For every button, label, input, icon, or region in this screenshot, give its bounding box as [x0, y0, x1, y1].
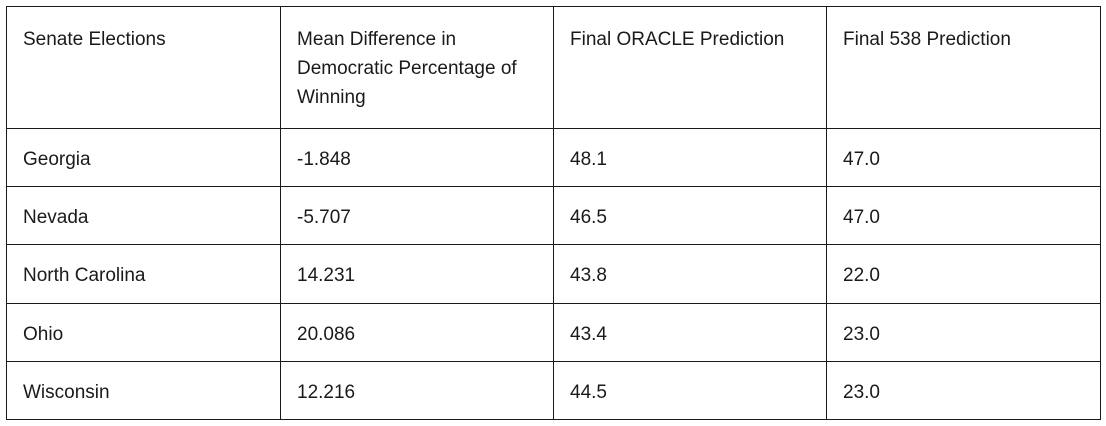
table-row: Georgia -1.848 48.1 47.0 — [6, 127, 1101, 188]
cell-oracle-prediction: 46.5 — [553, 186, 827, 246]
cell-state: Wisconsin — [6, 360, 281, 421]
cell-538-prediction: 47.0 — [826, 127, 1101, 188]
cell-state: Georgia — [6, 127, 281, 188]
cell-oracle-prediction: 43.8 — [553, 244, 827, 304]
cell-mean-difference: 20.086 — [280, 302, 554, 362]
table-row: Nevada -5.707 46.5 47.0 — [6, 186, 1101, 246]
table-body: Georgia -1.848 48.1 47.0 Nevada -5.707 4… — [6, 127, 1101, 421]
cell-oracle-prediction: 48.1 — [553, 127, 827, 188]
cell-mean-difference: 12.216 — [280, 360, 554, 421]
cell-538-prediction: 23.0 — [826, 302, 1101, 362]
cell-state: Nevada — [6, 186, 281, 246]
table-header: Senate Elections Mean Difference in Demo… — [6, 6, 1101, 129]
cell-state: Ohio — [6, 302, 281, 362]
senate-predictions-table: Senate Elections Mean Difference in Demo… — [6, 6, 1101, 421]
cell-538-prediction: 23.0 — [826, 360, 1101, 421]
header-row: Senate Elections Mean Difference in Demo… — [6, 6, 1101, 129]
cell-oracle-prediction: 43.4 — [553, 302, 827, 362]
header-538-prediction: Final 538 Prediction — [826, 6, 1101, 129]
header-mean-difference: Mean Difference in Democratic Percentage… — [280, 6, 554, 129]
cell-538-prediction: 47.0 — [826, 186, 1101, 246]
header-oracle-prediction: Final ORACLE Prediction — [553, 6, 827, 129]
cell-mean-difference: -5.707 — [280, 186, 554, 246]
cell-538-prediction: 22.0 — [826, 244, 1101, 304]
table-row: Ohio 20.086 43.4 23.0 — [6, 302, 1101, 362]
cell-mean-difference: 14.231 — [280, 244, 554, 304]
table-row: North Carolina 14.231 43.8 22.0 — [6, 244, 1101, 304]
cell-oracle-prediction: 44.5 — [553, 360, 827, 421]
cell-state: North Carolina — [6, 244, 281, 304]
cell-mean-difference: -1.848 — [280, 127, 554, 188]
table-row: Wisconsin 12.216 44.5 23.0 — [6, 360, 1101, 421]
header-senate-elections: Senate Elections — [6, 6, 281, 129]
